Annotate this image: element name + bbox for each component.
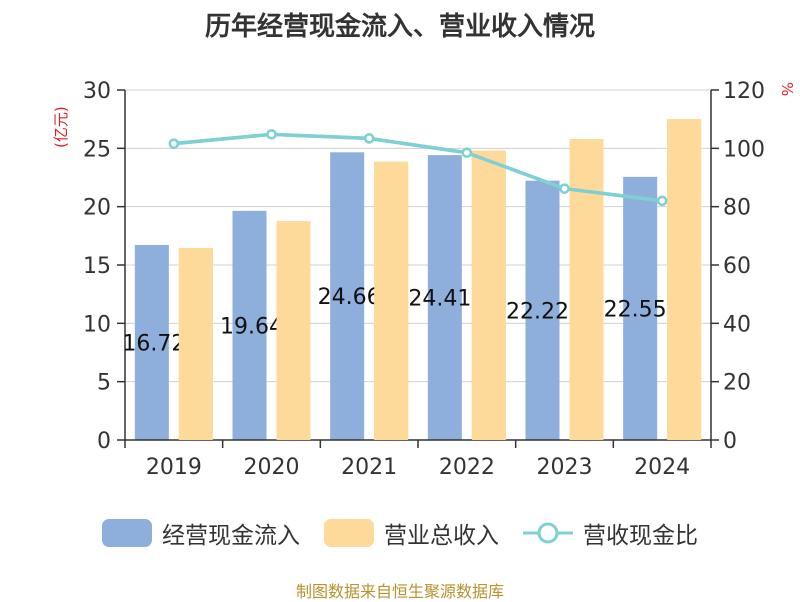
bar-cash-2021	[330, 152, 365, 441]
bar-cash-2019	[134, 244, 169, 440]
bar-revenue-overlay-2020	[276, 221, 311, 440]
chart-title: 历年经营现金流入、营业收入情况	[204, 12, 595, 42]
y-left-tick-label: 25	[83, 137, 111, 162]
point-ratio-top-2022	[461, 147, 473, 158]
legend-item-revenue[interactable]: 营业总收入	[324, 516, 499, 550]
y-right-tick-label: 100	[723, 137, 765, 162]
bar-cash-2023	[525, 180, 560, 440]
data-label-cash: 16.72	[122, 331, 185, 356]
y-right-tick-label: 80	[723, 196, 751, 221]
point-ratio-top-2020	[266, 129, 277, 140]
y-left-tick-label: 0	[97, 429, 111, 454]
source-note: 制图数据来自恒生聚源数据库	[295, 582, 504, 601]
legend-label-revenue: 营业总收入	[384, 523, 499, 549]
y-right-tick-label: 40	[723, 312, 751, 337]
x-tick-label: 2022	[439, 455, 495, 480]
legend-item-cash[interactable]: 经营现金流入	[102, 516, 300, 550]
legend-swatch-ratio	[523, 522, 573, 544]
y-left-tick-label: 30	[83, 79, 111, 104]
bar-revenue-overlay-2021	[374, 161, 409, 440]
y-left-tick-label: 5	[97, 371, 111, 396]
bar-cash-2020	[232, 210, 267, 440]
bar-cash-2024	[623, 176, 658, 440]
legend-swatch-cash	[102, 519, 152, 547]
bar-revenue-overlay-2019	[178, 248, 213, 440]
x-tick-label: 2023	[537, 455, 593, 480]
legend-label-ratio: 营收现金比	[583, 523, 698, 549]
legend: 经营现金流入 营业总收入 营收现金比	[0, 516, 800, 550]
y-right-tick-label: 20	[723, 371, 751, 396]
bar-revenue-overlay-2024	[667, 119, 702, 441]
point-ratio-top-2019	[168, 138, 180, 149]
legend-item-ratio[interactable]: 营收现金比	[523, 516, 698, 550]
legend-swatch-revenue	[324, 519, 374, 547]
x-tick-label: 2024	[634, 455, 690, 480]
point-ratio-top-2024	[656, 195, 668, 207]
data-label-cash: 19.64	[220, 314, 283, 339]
x-tick-label: 2021	[341, 455, 397, 480]
x-tick-label: 2019	[146, 455, 202, 480]
legend-label-cash: 经营现金流入	[162, 523, 300, 549]
y-left-tick-label: 20	[83, 196, 111, 221]
bar-revenue-overlay-2022	[471, 150, 506, 440]
point-ratio-top-2021	[363, 133, 375, 144]
y-left-tick-label: 10	[83, 312, 111, 337]
y-left-tick-label: 15	[83, 254, 111, 279]
y-right-tick-label: 0	[723, 429, 737, 454]
bar-cash-2022	[427, 155, 462, 440]
bar-revenue-overlay-2023	[569, 139, 604, 440]
y-right-tick-label: 60	[723, 254, 751, 279]
x-tick-label: 2020	[244, 455, 300, 480]
y-right-tick-label: 120	[723, 79, 765, 104]
data-label-cash: 24.66	[318, 285, 381, 310]
point-ratio-top-2023	[559, 183, 570, 194]
line-ratio-top	[173, 132, 663, 203]
